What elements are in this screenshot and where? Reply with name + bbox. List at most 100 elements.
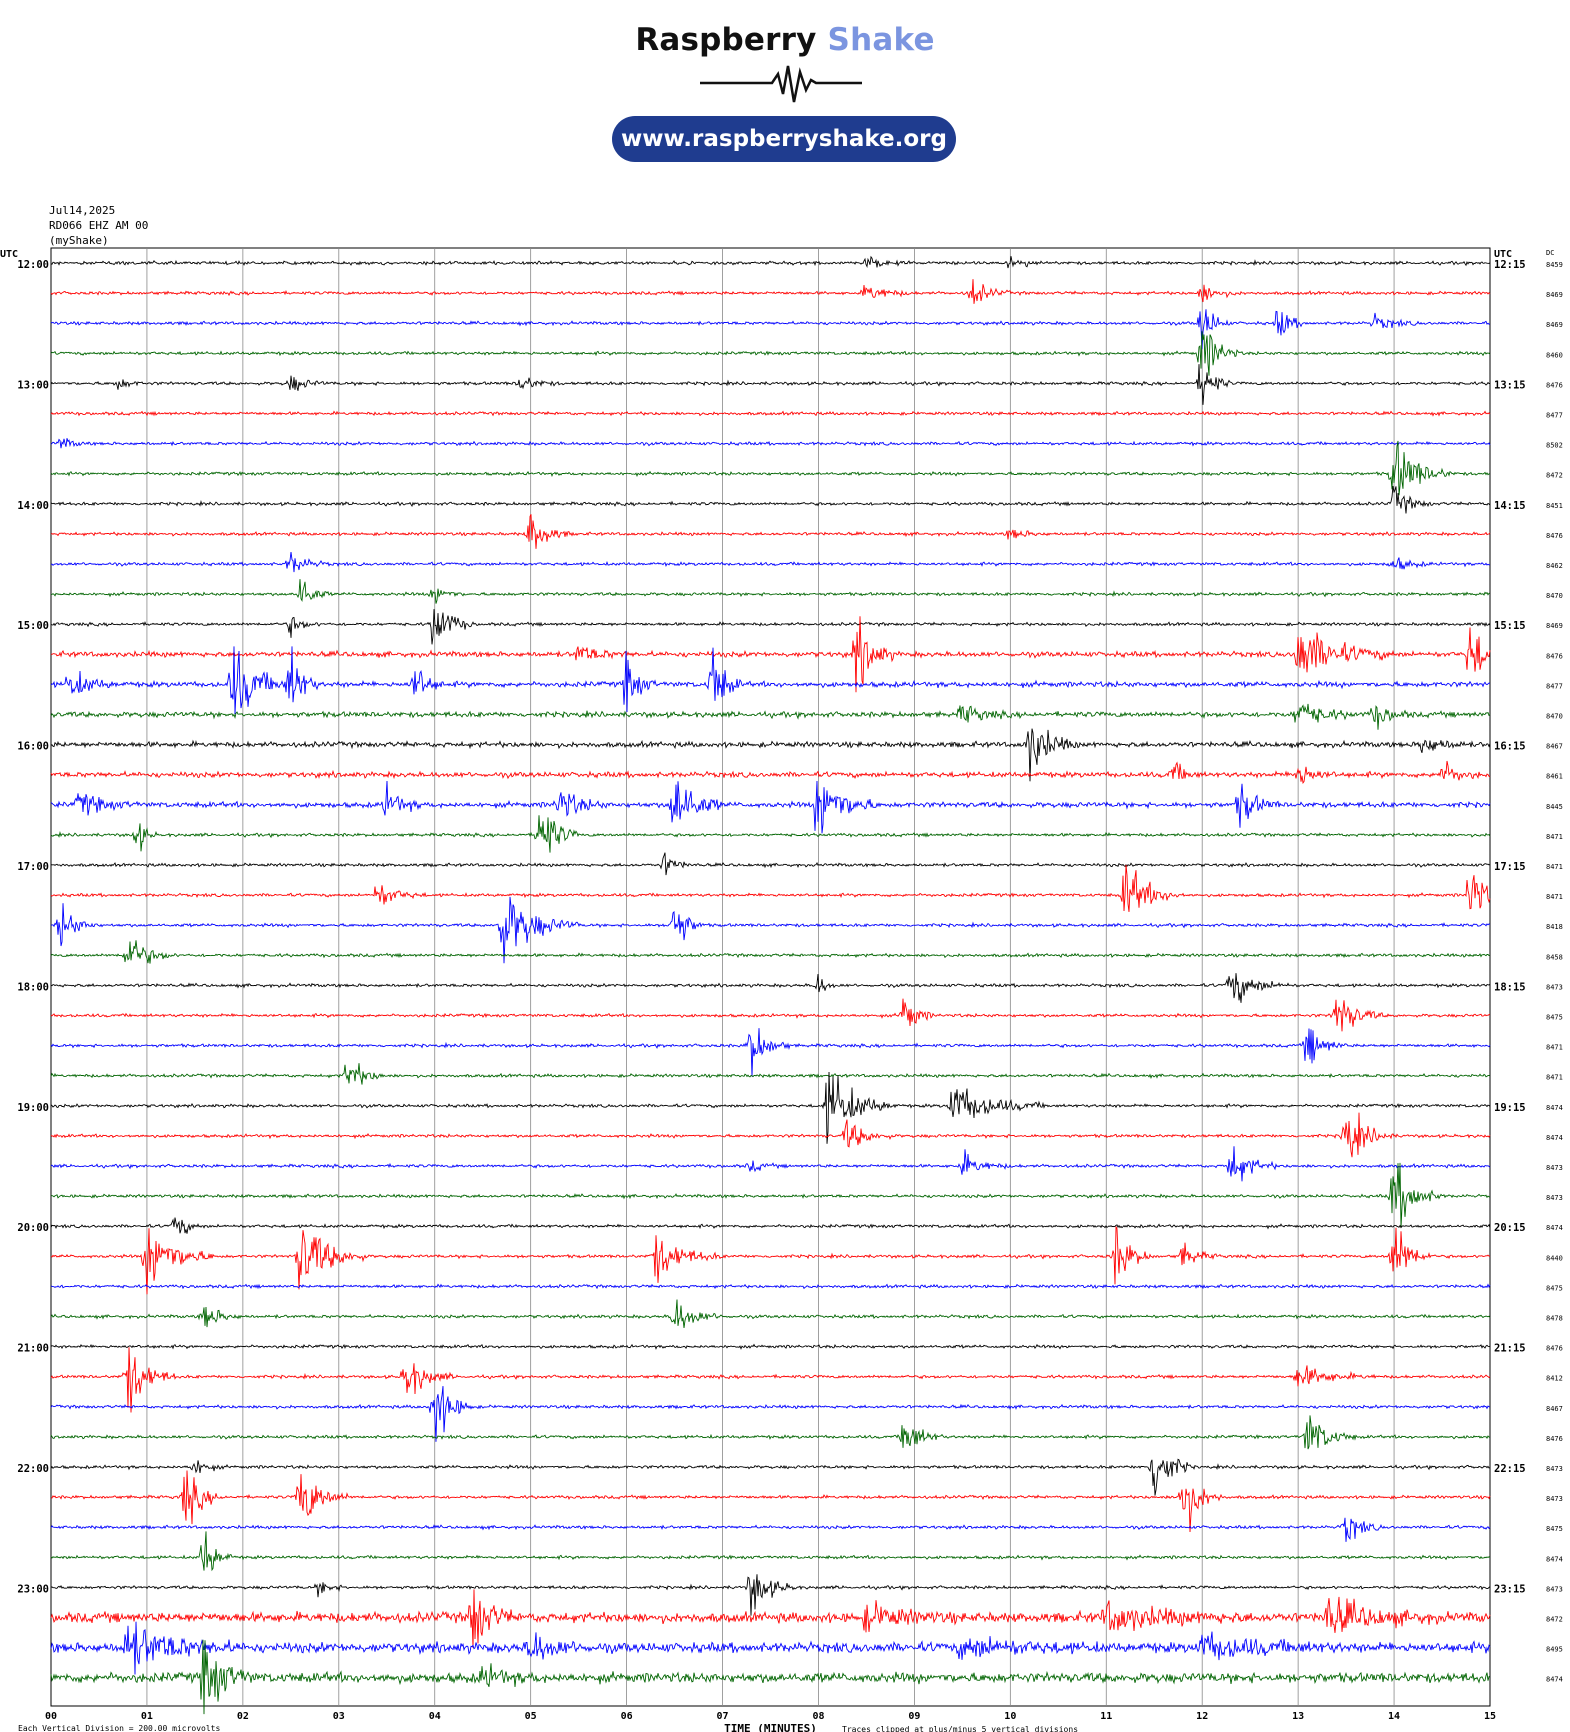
trace-row	[50, 485, 1491, 514]
trace-row	[50, 331, 1491, 376]
right-hour-label: 22:15	[1494, 1463, 1526, 1475]
trace-row	[50, 440, 1491, 496]
dc-value-label: 8474	[1546, 1676, 1563, 1684]
footer-clip-note: Traces clipped at plus/minus 5 vertical …	[842, 1725, 1078, 1732]
dc-value-label: 8475	[1546, 1014, 1563, 1022]
right-hour-label: 23:15	[1494, 1583, 1526, 1595]
dc-value-label: 8476	[1546, 532, 1563, 540]
right-hour-label: 13:15	[1494, 379, 1526, 391]
dc-value-label: 8472	[1546, 472, 1563, 480]
trace-row	[50, 1589, 1491, 1648]
trace-row	[50, 1458, 1491, 1496]
x-tick-label: 03	[333, 1711, 345, 1722]
left-hour-label: 15:00	[17, 620, 49, 632]
left-hour-label: 14:00	[17, 500, 49, 512]
dc-value-label: 8467	[1546, 743, 1563, 751]
dc-value-label: 8470	[1546, 592, 1563, 600]
dc-value-label: 8451	[1546, 502, 1563, 510]
dc-header-label: DC	[1546, 249, 1554, 257]
dc-value-label: 8473	[1546, 1194, 1563, 1202]
trace-row	[50, 609, 1491, 645]
dc-value-label: 8474	[1546, 1104, 1563, 1112]
trace-row	[50, 815, 1491, 853]
x-tick-label: 07	[717, 1711, 729, 1722]
dc-value-label: 8474	[1546, 1555, 1563, 1563]
trace-row	[50, 552, 1491, 573]
dc-value-label: 8476	[1546, 381, 1563, 389]
dc-value-label: 8458	[1546, 953, 1563, 961]
dc-value-label: 8469	[1546, 622, 1563, 630]
dc-value-label: 8467	[1546, 1405, 1563, 1413]
x-tick-label: 13	[1292, 1711, 1304, 1722]
dc-value-label: 8462	[1546, 562, 1563, 570]
left-hour-label: 20:00	[17, 1222, 49, 1234]
dc-value-label: 8471	[1546, 893, 1563, 901]
trace-row	[50, 852, 1491, 876]
right-hour-label: 21:15	[1494, 1343, 1526, 1355]
trace-row	[50, 1386, 1491, 1442]
dc-value-label: 8469	[1546, 291, 1563, 299]
trace-row	[50, 1063, 1491, 1085]
trace-row	[50, 646, 1491, 715]
trace-row	[50, 1415, 1491, 1450]
trace-row	[50, 1299, 1491, 1328]
dc-value-label: 8469	[1546, 321, 1563, 329]
dc-value-label: 8474	[1546, 1224, 1563, 1232]
trace-row	[50, 1112, 1491, 1158]
plot-station: RD066 EHZ AM 00	[49, 219, 149, 232]
dc-value-label: 8478	[1546, 1315, 1563, 1323]
left-hour-label: 21:00	[17, 1343, 49, 1355]
left-hour-label: 19:00	[17, 1102, 49, 1114]
trace-row	[50, 514, 1491, 549]
left-hour-label: 17:00	[17, 861, 49, 873]
dc-value-label: 8461	[1546, 773, 1563, 781]
dc-value-label: 8460	[1546, 351, 1563, 359]
x-tick-label: 15	[1484, 1711, 1496, 1722]
right-hour-label: 14:15	[1494, 500, 1526, 512]
x-tick-label: 08	[812, 1711, 824, 1722]
x-tick-label: 14	[1388, 1711, 1400, 1722]
trace-row	[50, 1028, 1491, 1077]
brand-url[interactable]: www.raspberryshake.org	[612, 116, 956, 162]
trace-row	[50, 998, 1491, 1032]
dc-value-label: 8475	[1546, 1284, 1563, 1292]
dc-value-label: 8476	[1546, 1345, 1563, 1353]
trace-row	[50, 896, 1491, 964]
right-hour-label: 16:15	[1494, 741, 1526, 753]
left-hour-label: 18:00	[17, 981, 49, 993]
dc-value-label: 8471	[1546, 833, 1563, 841]
plot-header: Jul14,2025 RD066 EHZ AM 00 (myShake)	[49, 203, 148, 248]
x-tick-label: 10	[1004, 1711, 1016, 1722]
dc-value-label: 8495	[1546, 1646, 1563, 1654]
trace-row	[50, 703, 1491, 730]
right-hour-label: 20:15	[1494, 1222, 1526, 1234]
right-utc-label: UTC	[1494, 249, 1512, 260]
plot-date: Jul14,2025	[49, 204, 116, 217]
trace-row	[50, 1071, 1491, 1144]
brand-name-light: Shake	[827, 22, 935, 58]
dc-value-label: 8473	[1546, 983, 1563, 991]
trace-row	[50, 1226, 1491, 1295]
trace-row	[50, 1162, 1491, 1229]
dc-value-label: 8412	[1546, 1375, 1563, 1383]
trace-row	[50, 1621, 1491, 1675]
trace-row	[50, 760, 1491, 785]
brand-logo-text: Raspberry Shake	[0, 22, 1570, 58]
x-tick-label: 02	[237, 1711, 249, 1722]
right-hour-label: 18:15	[1494, 981, 1526, 993]
right-hour-label: 15:15	[1494, 620, 1526, 632]
trace-row	[50, 1531, 1491, 1572]
dc-value-label: 8472	[1546, 1616, 1563, 1624]
trace-row	[50, 364, 1490, 405]
left-hour-label: 22:00	[17, 1463, 49, 1475]
trace-row	[50, 1639, 1491, 1715]
trace-row	[50, 1146, 1491, 1182]
x-tick-label: 01	[141, 1711, 153, 1722]
footer-scale-note: Each Vertical Division = 200.00 microvol…	[18, 1724, 220, 1732]
left-utc-label: UTC	[0, 249, 18, 260]
x-tick-label: 05	[525, 1711, 537, 1722]
trace-row	[50, 279, 1491, 304]
x-tick-label: 00	[45, 1711, 57, 1722]
x-tick-label: 12	[1196, 1711, 1208, 1722]
plot-network: (myShake)	[49, 234, 109, 247]
